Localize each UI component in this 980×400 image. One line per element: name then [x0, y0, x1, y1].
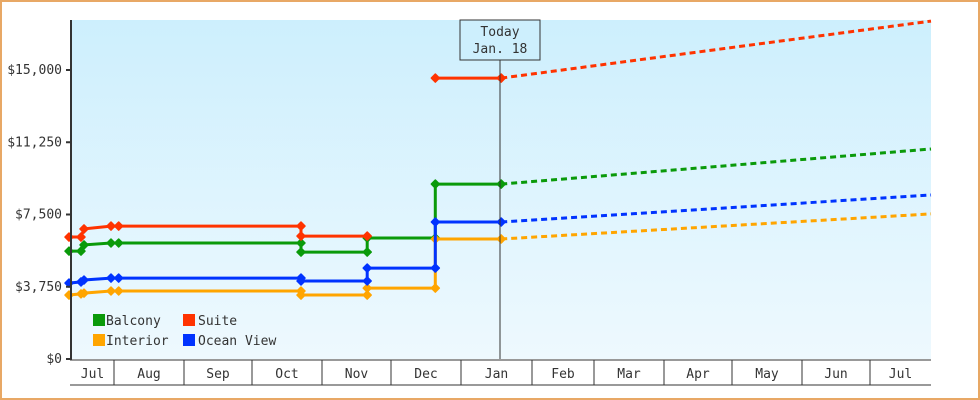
legend-item-interior[interactable]: Interior: [93, 334, 169, 349]
legend-item-balcony[interactable]: Balcony: [93, 314, 161, 329]
legend-swatch-ocean-view: [183, 334, 195, 346]
legend-label-ocean-view: Ocean View: [198, 334, 276, 349]
data-point-marker[interactable]: [79, 240, 89, 250]
legend-item-suite[interactable]: Suite: [183, 314, 237, 329]
data-point-marker[interactable]: [79, 288, 89, 298]
data-point-marker[interactable]: [296, 231, 306, 241]
x-month-label: Oct: [275, 367, 298, 382]
data-point-marker[interactable]: [362, 283, 372, 293]
y-tick-label: $15,000: [7, 63, 62, 78]
y-tick-label: $7,500: [15, 208, 62, 223]
x-month-label: May: [755, 367, 779, 382]
data-point-marker[interactable]: [296, 290, 306, 300]
interior-forecast-line: [501, 212, 932, 241]
x-month-label: Feb: [551, 367, 575, 382]
data-point-marker[interactable]: [113, 221, 124, 231]
data-point-marker[interactable]: [362, 290, 372, 300]
legend-label-balcony: Balcony: [106, 314, 161, 329]
x-month-label: Mar: [617, 367, 641, 382]
data-point-marker[interactable]: [362, 263, 372, 273]
legend-label-interior: Interior: [106, 334, 169, 349]
data-point-marker[interactable]: [430, 179, 441, 189]
balcony-forecast-line: [501, 147, 932, 186]
series-layer: [64, 19, 932, 300]
data-point-marker[interactable]: [362, 276, 372, 286]
legend-swatch-balcony: [93, 314, 105, 326]
plot-area: [71, 20, 931, 359]
data-point-marker[interactable]: [113, 286, 124, 296]
x-month-label: Jul: [81, 367, 104, 382]
legend: Balcony Suite Interior Ocean View: [93, 314, 276, 349]
y-ticks: $0 $3,750 $7,500 $11,250 $15,000: [7, 63, 71, 367]
x-month-label: Nov: [345, 367, 369, 382]
axes: $0 $3,750 $7,500 $11,250 $15,000 Jul Aug Sep Oc…: [7, 20, 931, 386]
today-marker: Today Jan. 18: [459, 19, 541, 359]
data-point-marker[interactable]: [362, 231, 372, 241]
x-month-label: Jun: [824, 367, 847, 382]
today-label-box: [459, 19, 541, 61]
ocean-view-forecast-line: [501, 193, 932, 224]
y-tick-label: $3,750: [15, 280, 62, 295]
x-ticks: Jul Aug Sep Oct Nov Dec Jan Feb Mar Apr May Jun Jul: [81, 360, 912, 385]
data-point-marker[interactable]: [76, 246, 86, 256]
data-point-marker[interactable]: [296, 238, 306, 248]
x-month-label: Dec: [414, 367, 437, 382]
data-point-marker[interactable]: [430, 217, 441, 227]
data-point-marker[interactable]: [430, 283, 441, 293]
data-point-marker[interactable]: [79, 224, 89, 234]
x-month-label: Sep: [206, 367, 230, 382]
data-point-marker[interactable]: [76, 232, 86, 242]
legend-label-suite: Suite: [198, 314, 237, 329]
suite-forecast-line: [501, 19, 932, 80]
today-label-line1: Today: [480, 25, 519, 40]
x-month-label: Apr: [686, 367, 710, 382]
legend-swatch-suite: [183, 314, 195, 326]
data-point-marker[interactable]: [430, 263, 441, 273]
y-tick-label: $0: [46, 352, 62, 367]
data-point-marker[interactable]: [296, 276, 306, 286]
data-point-marker[interactable]: [296, 247, 306, 257]
data-point-marker[interactable]: [296, 221, 306, 231]
y-tick-label: $11,250: [7, 135, 62, 150]
legend-item-ocean-view[interactable]: Ocean View: [183, 334, 276, 349]
x-month-label: Jul: [889, 367, 912, 382]
x-month-label: Jan: [485, 367, 508, 382]
data-point-marker[interactable]: [113, 238, 124, 248]
today-label-line2: Jan. 18: [473, 42, 528, 57]
data-point-marker[interactable]: [430, 73, 441, 83]
data-point-marker[interactable]: [79, 275, 89, 285]
data-point-marker[interactable]: [113, 273, 124, 283]
data-point-marker[interactable]: [362, 247, 372, 257]
legend-swatch-interior: [93, 334, 105, 346]
x-month-label: Aug: [137, 367, 160, 382]
